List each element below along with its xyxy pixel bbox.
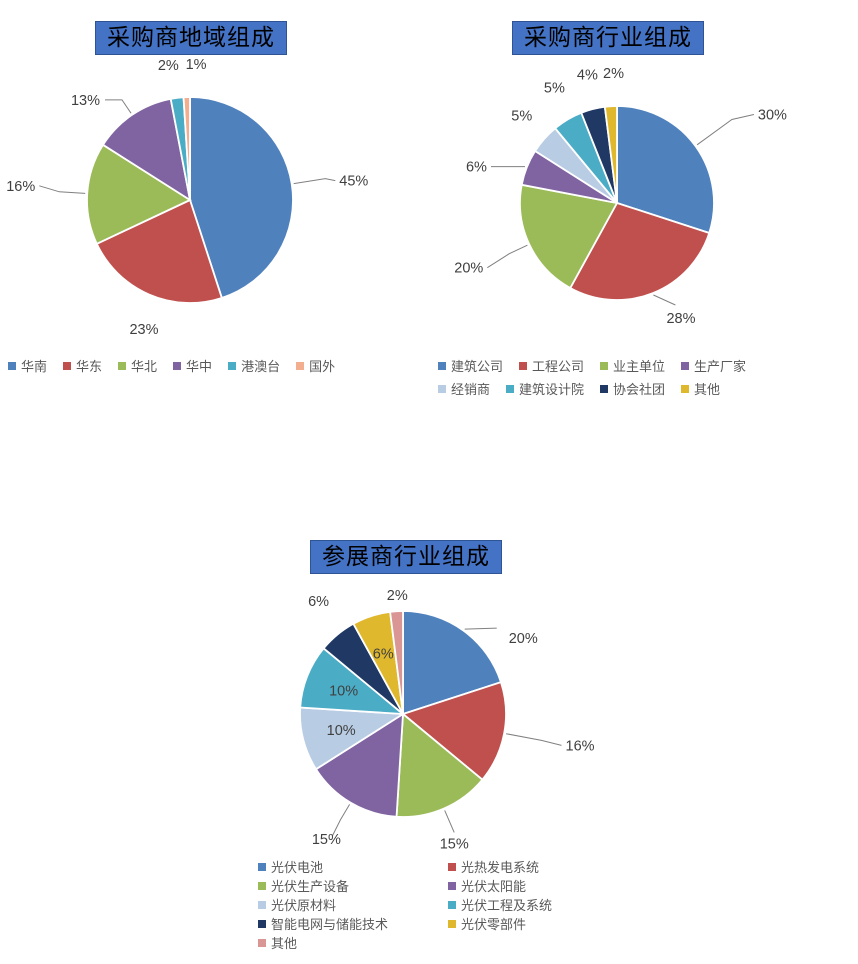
svg-text:20%: 20% [454,261,483,277]
svg-text:6%: 6% [373,646,394,662]
svg-text:23%: 23% [129,322,158,338]
svg-text:16%: 16% [566,738,595,754]
svg-text:30%: 30% [758,108,787,124]
svg-text:20%: 20% [509,631,538,647]
svg-text:2%: 2% [603,66,624,82]
svg-text:16%: 16% [6,179,35,195]
svg-text:45%: 45% [339,174,368,190]
svg-text:5%: 5% [544,81,565,97]
svg-text:1%: 1% [186,57,207,73]
svg-text:15%: 15% [312,832,341,848]
svg-text:15%: 15% [440,836,469,852]
svg-text:28%: 28% [666,311,695,327]
svg-text:2%: 2% [158,58,179,74]
svg-text:6%: 6% [308,594,329,610]
svg-text:13%: 13% [71,93,100,109]
svg-text:5%: 5% [511,108,532,124]
svg-text:10%: 10% [329,683,358,699]
svg-text:10%: 10% [327,723,356,739]
svg-text:6%: 6% [466,160,487,176]
svg-text:4%: 4% [577,68,598,84]
svg-text:2%: 2% [387,588,408,604]
